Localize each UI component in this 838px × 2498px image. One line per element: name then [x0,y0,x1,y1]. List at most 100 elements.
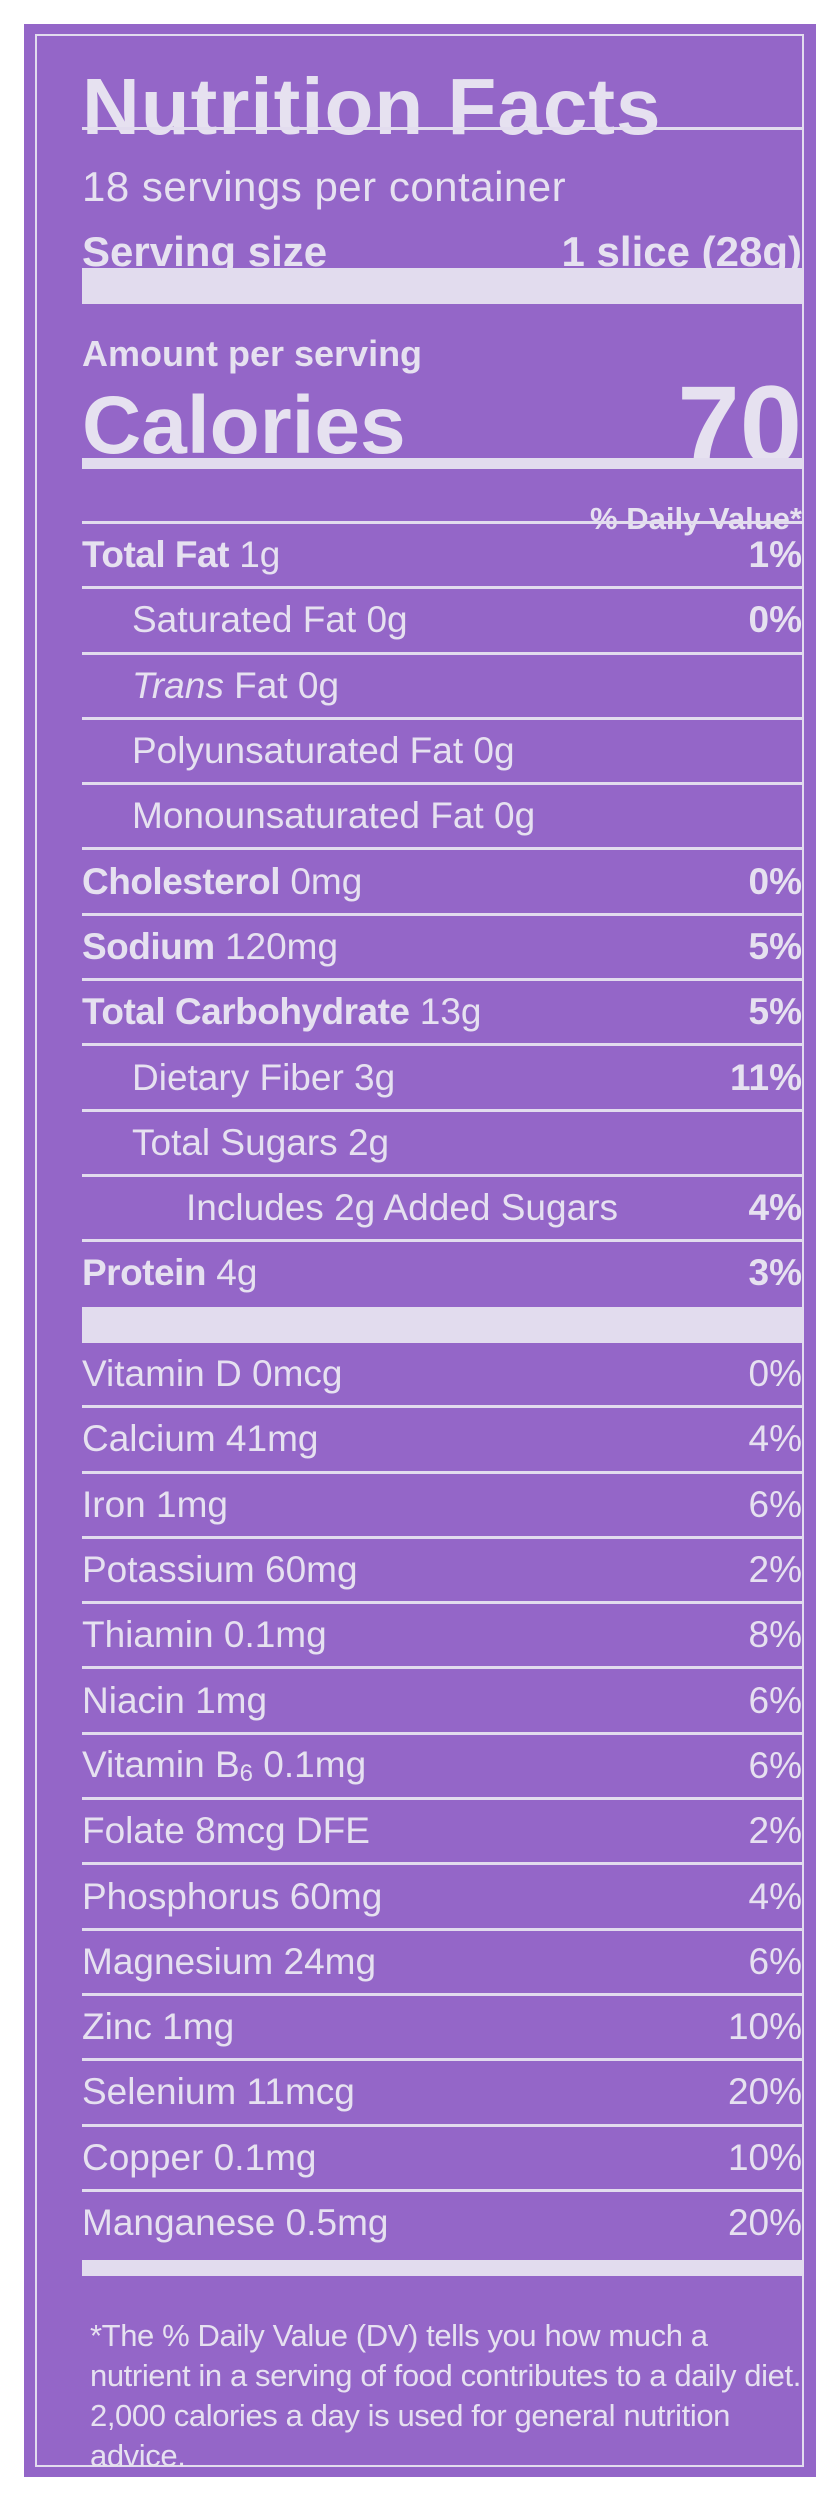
vitamin-text: Selenium 11mcg [82,2071,355,2113]
nutrient-name-italic: Trans [132,664,224,706]
daily-value: 2% [748,1810,802,1852]
vitamin-list: Vitamin D 0mcg 0% Calcium 41mg 4% Iron 1mg 6%… [82,1343,802,2254]
nutrient-amount: 120mg [214,925,339,967]
nutrient-amount: Dietary Fiber 3g [132,1056,396,1098]
nutrient-row: Saturated Fat 0g 0% [82,589,802,655]
daily-value: 5% [748,991,802,1033]
vitamin-text: Thiamin 0.1mg [82,1614,327,1656]
vitamin-text: Folate 8mcg DFE [82,1810,370,1852]
nutrient-name-bold: Total Fat [82,534,229,576]
daily-value: 6% [748,1940,802,1982]
daily-value: 6% [748,1679,802,1721]
vitamin-name: Zinc 1mg [82,2006,234,2048]
footnote: *The % Daily Value (DV) tells you how mu… [90,2318,801,2473]
daily-value: 4% [748,1875,802,1917]
amount-per-serving: Amount per serving [82,333,423,374]
vitamin-text: Iron 1mg [82,1483,229,1525]
daily-value: 6% [748,1744,802,1786]
nutrient-name: Includes 2g Added Sugars [82,1187,618,1229]
vitamin-name: Manganese 0.5mg [82,2202,388,2244]
daily-value-header: % Daily Value* [590,501,802,536]
nutrient-name-bold: Protein [82,1252,206,1294]
divider [82,127,802,130]
daily-value: 6% [748,1483,802,1525]
vitamin-name: Calcium 41mg [82,1418,318,1460]
nutrient-amount: Polyunsaturated Fat 0g [132,730,515,772]
nutrient-row: Total Fat 1g 1% [82,524,802,590]
nutrient-row: Includes 2g Added Sugars 4% [82,1177,802,1243]
nutrient-name: Polyunsaturated Fat 0g [82,730,515,772]
daily-value: 0% [748,599,802,641]
serving-size-value: 1 slice (28g) [561,228,802,275]
vitamin-text: Niacin 1mg [82,1679,268,1721]
daily-value: 8% [748,1614,802,1656]
thick-divider [82,268,802,304]
daily-value: 20% [727,2071,802,2113]
nutrient-amount: Fat 0g [223,664,340,706]
vitamin-text: Phosphorus 60mg [82,1875,383,1917]
nutrient-amount: Monounsaturated Fat 0g [132,795,536,837]
nutrient-row: Total Carbohydrate 13g 5% [82,981,802,1047]
vitamin-name: Iron 1mg [82,1484,228,1526]
nutrient-amount: 13g [409,991,482,1033]
vitamin-name: Phosphorus 60mg [82,1876,382,1918]
daily-value: 20% [727,2202,802,2243]
nutrient-name: Total Sugars 2g [82,1122,389,1164]
nutrient-row: Monounsaturated Fat 0g [82,785,802,851]
nutrient-amount: 1g [228,534,281,576]
nutrient-name: Monounsaturated Fat 0g [82,795,535,837]
vitamin-text: Vitamin B [82,1743,240,1785]
vitamin-row: Folate 8mcg DFE 2% [82,1800,802,1866]
medium-divider [82,2260,802,2276]
vitamin-row: Vitamin D 0mcg 0% [82,1343,802,1409]
vitamin-name: Thiamin 0.1mg [82,1614,327,1656]
vitamin-row: Potassium 60mg 2% [82,1539,802,1605]
daily-value: 4% [748,1187,802,1229]
panel-border [35,34,804,2467]
vitamin-row: Zinc 1mg 10% [82,1996,802,2062]
vitamin-name: Magnesium 24mg [82,1941,376,1983]
medium-divider [82,458,802,469]
vitamin-name: Folate 8mcg DFE [82,1810,370,1852]
nutrient-row: Cholesterol 0mg 0% [82,850,802,916]
daily-value: 10% [727,2006,802,2048]
vitamin-row: Vitamin B6 0.1mg 6% [82,1735,802,1801]
vitamin-text: Potassium 60mg [82,1549,358,1591]
nutrient-row: Protein 4g 3% [82,1242,802,1304]
vitamin-text: Copper 0.1mg [82,2136,317,2178]
daily-value: 3% [748,1252,802,1294]
vitamin-text: Vitamin D 0mcg [82,1353,343,1395]
vitamin-row: Phosphorus 60mg 4% [82,1865,802,1931]
nutrient-amount: 0mg [280,860,363,902]
daily-value: 10% [727,2136,802,2178]
daily-value: 5% [748,925,802,967]
vitamin-row: Calcium 41mg 4% [82,1408,802,1474]
nutrient-list: Total Fat 1g 1% Saturated Fat 0g 0% Trans Fa… [82,524,802,1305]
vitamin-text: Zinc 1mg [82,2006,235,2048]
nutrient-amount: Includes 2g Added Sugars [186,1187,618,1229]
vitamin-row: Selenium 11mcg 20% [82,2061,802,2127]
vitamin-amount: 0.1mg [253,1743,367,1785]
nutrition-facts-panel: Nutrition Facts 18 servings per containe… [24,24,816,2477]
nutrient-name: Saturated Fat 0g [82,599,408,641]
nutrient-name: Sodium 120mg [82,926,338,968]
vitamin-name: Vitamin B6 0.1mg [82,1744,366,1788]
daily-value: 4% [748,1418,802,1460]
thick-divider [82,1307,802,1343]
nutrient-amount: Total Sugars 2g [132,1121,390,1163]
nutrient-name: Protein 4g [82,1252,257,1294]
nutrient-name-bold: Cholesterol [82,860,281,902]
vitamin-row: Thiamin 0.1mg 8% [82,1604,802,1670]
nutrient-row: Sodium 120mg 5% [82,916,802,982]
vitamin-name: Niacin 1mg [82,1680,267,1722]
nutrient-name: Total Fat 1g [82,534,280,576]
vitamin-row: Iron 1mg 6% [82,1474,802,1539]
vitamin-name: Potassium 60mg [82,1549,358,1591]
serving-size-row: Serving size 1 slice (28g) [82,222,802,282]
daily-value: 11% [729,1056,802,1098]
vitamin-name: Vitamin D 0mcg [82,1353,342,1395]
nutrient-row: Trans Fat 0g [82,655,802,720]
nutrient-row: Dietary Fiber 3g 11% [82,1046,802,1112]
nutrient-name: Cholesterol 0mg [82,861,362,903]
nutrient-name: Total Carbohydrate 13g [82,991,481,1033]
